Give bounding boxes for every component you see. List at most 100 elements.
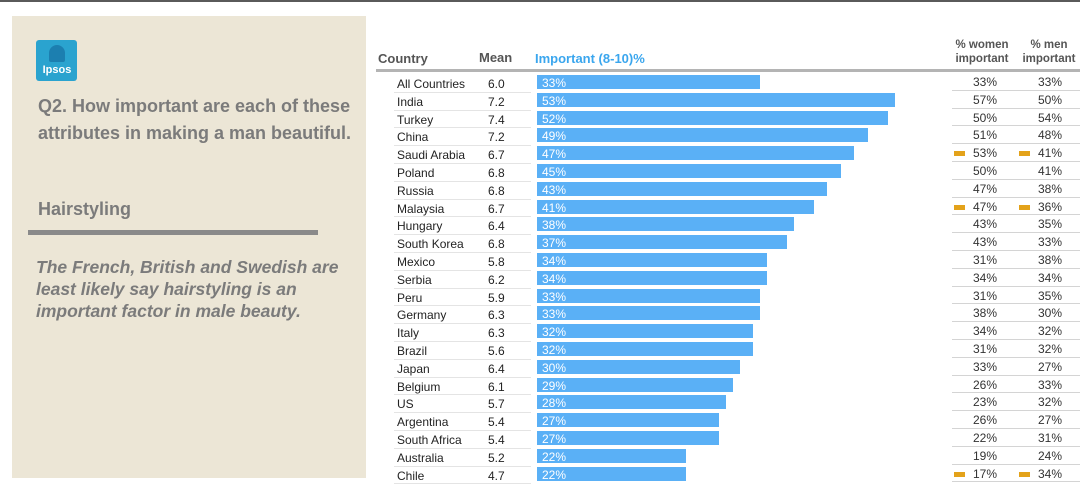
men-important-value: 34%	[1037, 466, 1062, 481]
row-separator-right	[952, 232, 1080, 234]
women-important-value: 38%	[972, 306, 997, 321]
bar-data-label: 45%	[542, 165, 567, 179]
women-important-value: 47%	[972, 181, 997, 196]
logo-mark-icon	[49, 45, 65, 62]
row-separator-right	[952, 481, 1080, 483]
bar	[537, 146, 855, 161]
men-important-value: 32%	[1037, 324, 1062, 339]
header-men-line1: % men	[1030, 39, 1068, 51]
country-label: Chile	[397, 468, 425, 483]
men-important-value: 32%	[1037, 395, 1062, 410]
mean-value: 5.4	[488, 415, 505, 430]
women-important-value: 43%	[972, 217, 997, 232]
mean-value: 6.4	[488, 219, 505, 234]
row-separator-right	[952, 285, 1080, 287]
women-important-value: 47%	[972, 199, 997, 214]
women-important-value: 50%	[972, 164, 997, 178]
men-important-value: 24%	[1037, 448, 1062, 463]
mean-value: 5.6	[488, 344, 505, 358]
mean-value: 5.4	[488, 433, 505, 447]
men-flag-marker	[1019, 471, 1030, 477]
country-label: South Africa	[397, 433, 462, 447]
country-label: South Korea	[397, 237, 464, 252]
bar	[537, 306, 760, 321]
row-separator-left	[394, 234, 531, 236]
women-flag-marker	[954, 151, 965, 157]
bar	[537, 75, 760, 89]
country-label: Mexico	[397, 255, 436, 269]
row-separator-left	[394, 323, 531, 325]
row-separator-right	[952, 214, 1080, 216]
row-separator-right	[952, 250, 1080, 251]
women-important-value: 43%	[972, 235, 997, 250]
women-important-value: 51%	[972, 128, 997, 143]
men-flag-marker	[1019, 204, 1030, 210]
header-women-line1: % women	[955, 39, 1009, 51]
header-mean: Mean	[479, 50, 513, 65]
bar	[537, 377, 733, 392]
logo-text: Ipsos	[42, 64, 72, 76]
bar	[537, 199, 814, 214]
mean-value: 6.8	[488, 183, 505, 198]
country-label: Serbia	[397, 272, 432, 287]
mean-value: 6.2	[488, 272, 505, 287]
country-label: Peru	[397, 290, 423, 305]
mean-value: 6.3	[488, 308, 505, 323]
men-important-value: 33%	[1037, 377, 1062, 392]
country-label: Argentina	[397, 415, 449, 430]
row-separator-left	[394, 91, 531, 93]
row-separator-left	[394, 163, 531, 164]
men-important-value: 48%	[1037, 128, 1062, 143]
bar-data-label: 33%	[542, 76, 567, 90]
mean-value: 5.8	[488, 255, 505, 269]
country-label: Australia	[397, 450, 444, 465]
mean-value: 7.4	[488, 112, 505, 127]
mean-value: 6.4	[488, 361, 505, 376]
row-separator-left	[394, 358, 531, 360]
women-important-value: 19%	[972, 448, 997, 463]
insight-text: The French, British and Swedish are leas…	[36, 257, 339, 321]
header-men-line2: important	[1022, 53, 1076, 65]
header-women-important: % women important	[952, 38, 1012, 66]
country-label: Belgium	[397, 379, 441, 394]
men-important-value: 30%	[1037, 306, 1062, 321]
mean-value: 6.7	[488, 201, 505, 216]
row-separator-right	[952, 374, 1080, 376]
row-separator-right	[952, 321, 1080, 323]
bar-data-label: 29%	[542, 378, 567, 393]
bar-data-label: 32%	[542, 343, 567, 357]
bar-data-label: 32%	[542, 325, 567, 340]
mean-value: 5.2	[488, 450, 505, 465]
men-important-value: 41%	[1037, 146, 1062, 161]
men-important-value: 31%	[1037, 431, 1062, 445]
country-label: Hungary	[397, 219, 443, 234]
row-separator-right	[952, 107, 1080, 109]
bar	[537, 288, 760, 303]
women-important-value: 26%	[972, 413, 997, 428]
mean-value: 6.3	[488, 326, 505, 341]
bar-data-label: 33%	[542, 289, 567, 304]
women-important-value: 23%	[972, 395, 997, 410]
row-separator-right	[952, 161, 1080, 162]
bar	[537, 466, 686, 481]
row-separator-left	[394, 109, 531, 111]
bar-data-label: 53%	[542, 93, 567, 108]
row-separator-left	[394, 269, 531, 271]
row-separator-right	[952, 356, 1080, 358]
row-separator-right	[952, 428, 1080, 429]
row-separator-left	[394, 216, 531, 218]
question-title: Q2. How important are each of these attr…	[38, 96, 352, 143]
row-separator-right	[952, 267, 1080, 269]
women-important-value: 33%	[972, 359, 997, 374]
row-separator-right	[952, 339, 1080, 340]
women-important-value: 57%	[972, 92, 997, 107]
bar	[537, 395, 727, 410]
row-separator-left	[394, 287, 531, 289]
bar-data-label: 33%	[542, 307, 567, 322]
top-border	[0, 0, 1080, 2]
mean-value: 7.2	[488, 130, 505, 145]
bar	[537, 164, 841, 178]
bar	[537, 181, 828, 196]
row-separator-right	[952, 178, 1080, 180]
bar-data-label: 41%	[542, 200, 567, 215]
